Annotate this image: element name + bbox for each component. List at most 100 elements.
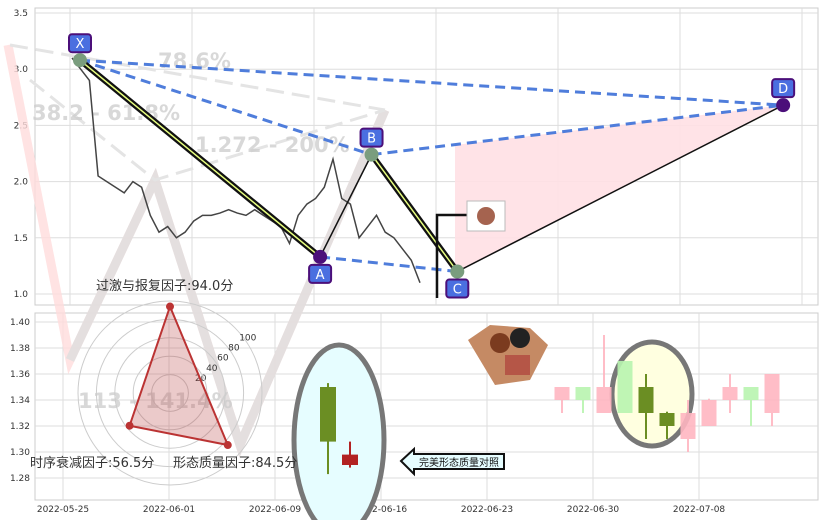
candle-body: [764, 374, 780, 413]
puppy-icon: [477, 207, 495, 225]
reference-candle: [320, 383, 336, 475]
x-tick-label: 2022-06-30: [567, 505, 620, 515]
radar-tick: 100: [239, 333, 256, 343]
x-tick-label: 2022-06-16: [355, 505, 408, 515]
x-tick-label: 2022-06-01: [143, 505, 195, 515]
radar-ring: [95, 318, 245, 468]
label-text: D: [778, 82, 788, 97]
pattern-leg: [456, 104, 784, 273]
y-tick-label: 1.28: [10, 474, 30, 484]
pattern-dashed-line: [79, 58, 784, 107]
radar-point: [223, 441, 232, 450]
label-badge: [771, 78, 796, 99]
y-tick-label: 2.0: [14, 178, 29, 188]
candle: [596, 335, 612, 413]
puppy-head: [510, 328, 530, 348]
pattern-leg-highlight: [370, 154, 458, 272]
y-tick-label: 1.5: [14, 234, 28, 244]
callout-line: [435, 213, 467, 298]
x-tick-label: 2022-06-23: [461, 505, 513, 515]
pattern-label-x: X: [68, 33, 92, 54]
candle-body: [722, 387, 738, 400]
candle-body: [320, 387, 336, 442]
callout-text: 完美形态质量对照: [419, 456, 499, 469]
pattern-dashed-line: [319, 255, 458, 274]
top-panel: [34, 7, 819, 306]
candle-body: [575, 387, 591, 400]
label-text: B: [367, 132, 376, 147]
pattern-leg: [319, 154, 373, 258]
candle-body: [617, 361, 633, 413]
y-tick-label: 1.30: [10, 448, 30, 458]
callout-arrow: [399, 446, 505, 477]
candle: [575, 387, 591, 413]
watermark-text: 78.6%: [158, 49, 231, 73]
puppy-head: [490, 333, 510, 353]
x-tick-label: 2022-05-25: [37, 505, 89, 515]
radar-ring: [77, 300, 263, 486]
candle-body: [680, 413, 696, 439]
y-tick-label: 3.0: [14, 65, 29, 75]
radar-tick: 80: [228, 344, 240, 354]
reference-candle: [342, 441, 358, 468]
label-text: C: [453, 283, 462, 298]
candle: [638, 374, 654, 439]
y-tick-label: 1.32: [10, 422, 30, 432]
y-tick-label: 1.36: [10, 370, 30, 380]
watermark-line: [9, 43, 386, 112]
candle-body: [554, 387, 570, 400]
candle: [701, 398, 717, 426]
pattern-point: [776, 98, 791, 113]
candle: [659, 411, 675, 439]
radar-ring: [114, 337, 226, 449]
candle-body: [659, 413, 675, 426]
candle-body: [743, 387, 759, 400]
candle: [743, 387, 759, 426]
candle-body: [701, 400, 717, 426]
y-tick-label: 1.0: [14, 290, 29, 300]
label-badge: [445, 278, 470, 299]
label-badge: [359, 127, 384, 148]
radar-point: [125, 421, 134, 430]
radar-tick: 60: [217, 354, 229, 364]
x-tick-label: 2022-06-09: [249, 505, 302, 515]
pattern-dashed-line: [79, 58, 373, 157]
y-tick-label: 3.5: [14, 9, 28, 19]
radar-ring: [151, 374, 189, 412]
pattern-point: [313, 249, 328, 264]
watermark-text: 1.272 - 200%: [195, 133, 350, 157]
y-tick-label: 1.40: [10, 318, 30, 328]
pattern-dashed-line: [371, 103, 784, 157]
y-tick-label: 1.34: [10, 396, 30, 406]
candle-body: [638, 387, 654, 413]
candle: [554, 387, 570, 413]
radar-axis-label: 形态质量因子:84.5分: [173, 456, 297, 471]
label-badge: [68, 33, 92, 54]
reference-ellipse: [291, 342, 387, 520]
candle: [680, 400, 696, 452]
price-line: [71, 57, 421, 284]
x-tick-label: 2022-07-08: [673, 505, 726, 515]
pattern-label-b: B: [359, 127, 384, 148]
candle: [722, 374, 738, 413]
candle-body: [596, 387, 612, 413]
pattern-point: [364, 147, 379, 162]
pattern-label-d: D: [771, 78, 796, 99]
puppy-box-image: [468, 325, 548, 385]
candle-body: [342, 454, 358, 465]
label-text: A: [316, 268, 325, 283]
pattern-label-c: C: [445, 278, 470, 299]
radar-area: [128, 303, 230, 447]
candle: [764, 374, 780, 426]
watermark-line: [29, 78, 386, 182]
pattern-leg-highlight: [79, 59, 321, 258]
box-print: [505, 355, 530, 375]
pattern-label-a: A: [308, 263, 333, 284]
radar-axis-label: 过激与报复因子:94.0分: [96, 279, 233, 294]
radar-axis-label: 时序衰减因子:56.5分: [30, 455, 154, 471]
label-text: X: [76, 37, 85, 52]
pattern-point: [73, 53, 87, 68]
pattern-point: [450, 264, 465, 279]
label-badge: [308, 263, 333, 284]
